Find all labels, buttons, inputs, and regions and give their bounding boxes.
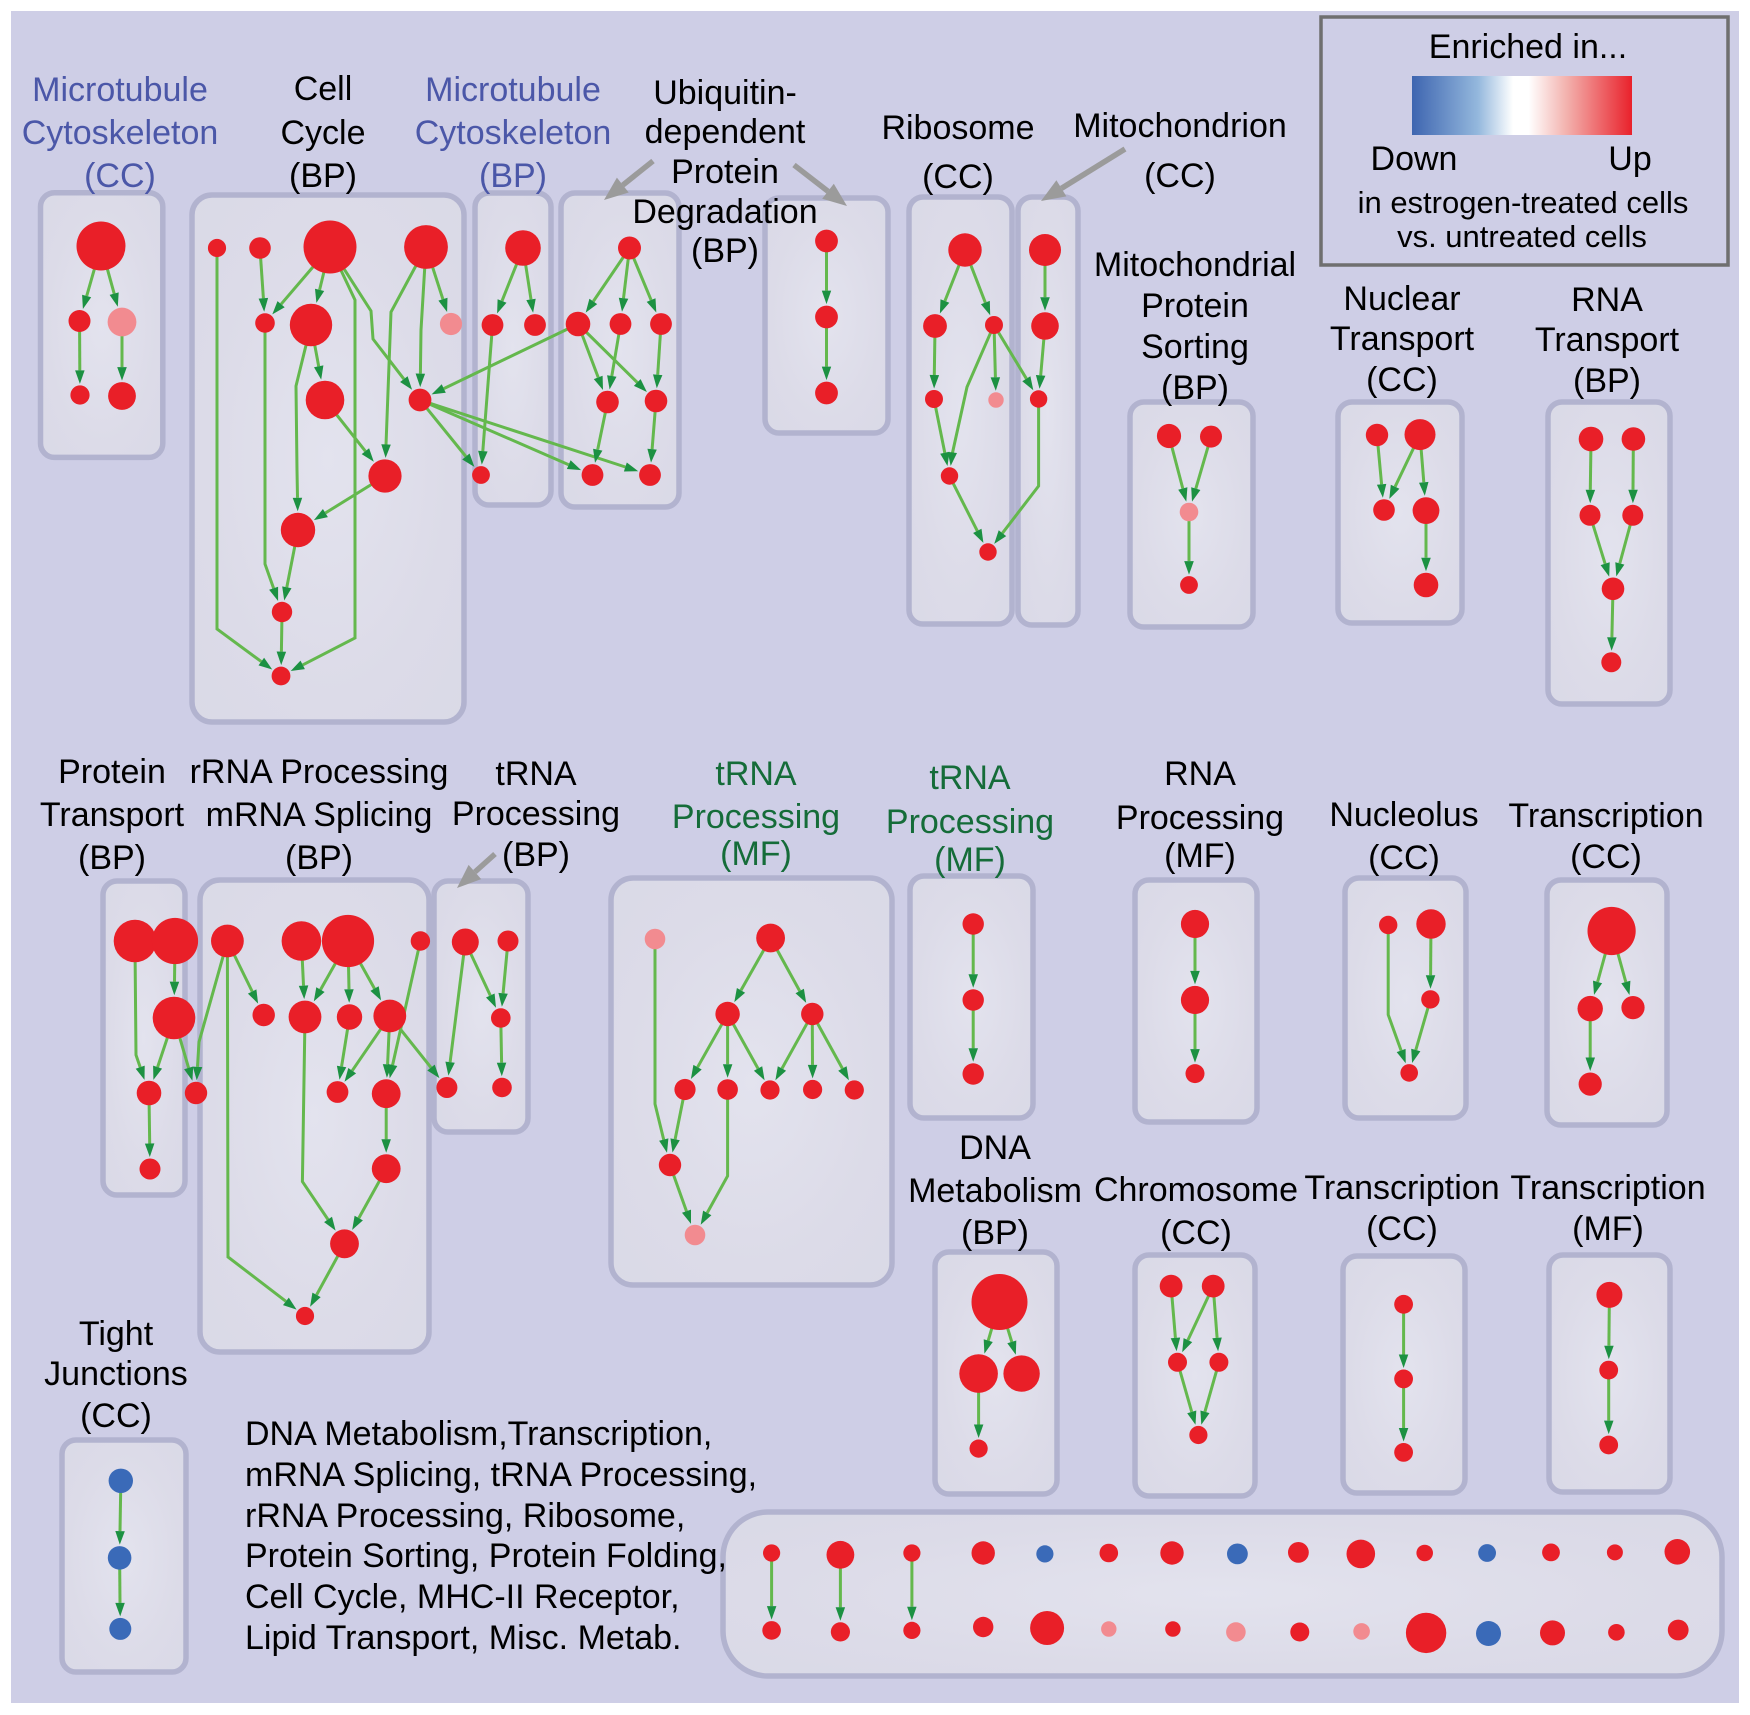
svg-text:(CC): (CC) [1144, 157, 1216, 195]
svg-text:tRNA: tRNA [715, 755, 797, 793]
svg-text:rRNA Processing, Ribosome,: rRNA Processing, Ribosome, [245, 1497, 685, 1535]
svg-text:Microtubule: Microtubule [425, 71, 601, 109]
svg-text:Cycle: Cycle [280, 114, 365, 152]
svg-text:Sorting: Sorting [1141, 328, 1249, 366]
svg-text:Processing: Processing [886, 803, 1054, 841]
svg-text:Transcription: Transcription [1304, 1169, 1499, 1207]
svg-text:Cytoskeleton: Cytoskeleton [22, 114, 219, 152]
svg-text:DNA Metabolism,Transcription,: DNA Metabolism,Transcription, [245, 1415, 712, 1453]
svg-text:mRNA Splicing: mRNA Splicing [206, 796, 433, 834]
svg-text:(MF): (MF) [1572, 1210, 1644, 1248]
svg-text:(BP): (BP) [289, 157, 357, 195]
svg-text:Processing: Processing [1116, 799, 1284, 837]
svg-text:in estrogen-treated cells: in estrogen-treated cells [1358, 185, 1689, 220]
svg-text:Microtubule: Microtubule [32, 71, 208, 109]
svg-text:(MF): (MF) [720, 835, 792, 873]
svg-text:Degradation: Degradation [632, 193, 817, 231]
svg-text:(CC): (CC) [1368, 839, 1440, 877]
svg-text:Cell: Cell [294, 70, 353, 108]
svg-text:Nucleolus: Nucleolus [1329, 796, 1478, 834]
svg-text:(MF): (MF) [1164, 837, 1236, 875]
svg-text:(CC): (CC) [922, 158, 994, 196]
svg-text:Nuclear: Nuclear [1343, 280, 1460, 318]
svg-text:Lipid Transport, Misc. Metab.: Lipid Transport, Misc. Metab. [245, 1619, 682, 1657]
svg-text:Protein Sorting, Protein Foldi: Protein Sorting, Protein Folding, [245, 1537, 727, 1575]
svg-text:Up: Up [1608, 140, 1651, 178]
svg-text:Junctions: Junctions [44, 1355, 188, 1393]
svg-text:dependent: dependent [645, 113, 806, 151]
svg-text:RNA: RNA [1164, 755, 1236, 793]
svg-text:Protein: Protein [1141, 287, 1249, 325]
svg-text:Transcription: Transcription [1508, 797, 1703, 835]
svg-text:Cell Cycle, MHC-II Receptor,: Cell Cycle, MHC-II Receptor, [245, 1578, 680, 1616]
svg-text:Mitochondrial: Mitochondrial [1094, 246, 1296, 284]
svg-text:(BP): (BP) [502, 836, 570, 874]
svg-text:(BP): (BP) [78, 839, 146, 877]
svg-text:rRNA Processing: rRNA Processing [190, 753, 449, 791]
svg-text:(BP): (BP) [691, 232, 759, 270]
svg-text:(BP): (BP) [961, 1214, 1029, 1252]
svg-text:Ubiquitin-: Ubiquitin- [653, 74, 797, 112]
svg-text:(BP): (BP) [479, 157, 547, 195]
svg-text:(CC): (CC) [84, 157, 156, 195]
svg-text:(CC): (CC) [1160, 1214, 1232, 1252]
svg-text:Transport: Transport [40, 796, 185, 834]
svg-text:vs. untreated cells: vs. untreated cells [1397, 219, 1647, 254]
svg-text:(CC): (CC) [80, 1397, 152, 1435]
svg-text:mRNA Splicing, tRNA Processing: mRNA Splicing, tRNA Processing, [245, 1456, 757, 1494]
svg-text:Down: Down [1371, 140, 1458, 178]
svg-text:DNA: DNA [959, 1129, 1031, 1167]
svg-text:(MF): (MF) [934, 841, 1006, 879]
svg-text:Cytoskeleton: Cytoskeleton [415, 114, 612, 152]
svg-text:Protein: Protein [58, 753, 166, 791]
svg-text:Processing: Processing [672, 798, 840, 836]
svg-text:(CC): (CC) [1366, 361, 1438, 399]
svg-text:Processing: Processing [452, 795, 620, 833]
svg-text:Transport: Transport [1535, 321, 1680, 359]
svg-text:(CC): (CC) [1366, 1210, 1438, 1248]
svg-text:tRNA: tRNA [495, 755, 577, 793]
svg-text:Transcription: Transcription [1510, 1169, 1705, 1207]
svg-text:Protein: Protein [671, 153, 779, 191]
svg-text:(BP): (BP) [1573, 362, 1641, 400]
svg-text:Chromosome: Chromosome [1094, 1171, 1298, 1209]
svg-text:RNA: RNA [1571, 281, 1643, 319]
svg-text:Metabolism: Metabolism [908, 1172, 1082, 1210]
svg-text:tRNA: tRNA [929, 759, 1011, 797]
svg-text:(BP): (BP) [285, 839, 353, 877]
svg-text:Ribosome: Ribosome [881, 109, 1034, 147]
svg-text:(BP): (BP) [1161, 369, 1229, 407]
svg-text:Enriched in...: Enriched in... [1429, 28, 1627, 66]
svg-text:Transport: Transport [1330, 320, 1475, 358]
svg-text:(CC): (CC) [1570, 838, 1642, 876]
svg-text:Mitochondrion: Mitochondrion [1073, 107, 1287, 145]
svg-text:Tight: Tight [79, 1315, 154, 1353]
